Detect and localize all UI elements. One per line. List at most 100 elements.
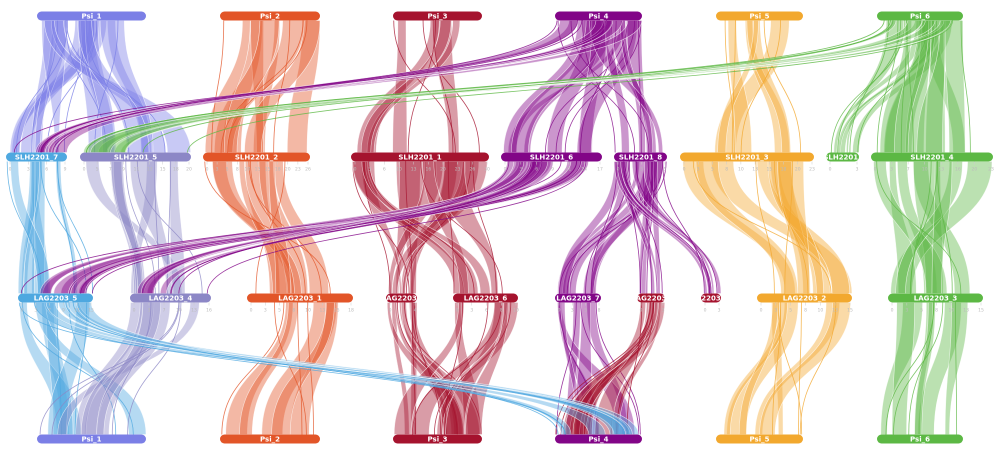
link-strand xyxy=(799,302,837,435)
synteny-link-lag6-to-psi3_bot xyxy=(393,302,519,435)
synteny-link-psi4_top-to-slh7 xyxy=(13,20,643,153)
link-strand xyxy=(274,302,307,435)
tick-label: 5 xyxy=(226,167,229,173)
link-strand xyxy=(472,161,497,294)
link-strand xyxy=(441,302,489,435)
tick-label: 23 xyxy=(809,167,815,173)
chromosome-label: SLH2201_2 xyxy=(235,154,278,162)
link-strand xyxy=(559,161,664,294)
chromosome-bar xyxy=(716,11,803,21)
chromosome-bar xyxy=(757,293,852,303)
chromosome-label: LAG2203_1 xyxy=(278,295,322,303)
chromosome-bar xyxy=(393,434,482,444)
link-strand xyxy=(433,302,512,435)
tick-label: 0 xyxy=(558,308,561,314)
ticks-lag4: 0 3 7 10 13 16 xyxy=(133,302,212,314)
link-strand xyxy=(204,161,331,294)
chromosome-label: Psi_3 xyxy=(428,13,448,21)
tick-label: 10 xyxy=(396,167,402,173)
link-strand xyxy=(178,161,510,294)
chromosome-bar xyxy=(18,293,93,303)
tick-label: 8 xyxy=(236,167,239,173)
tick-label: 30 xyxy=(484,167,490,173)
chromosome-bar xyxy=(888,293,983,303)
link-strand xyxy=(763,20,802,153)
tick-label: 3 xyxy=(34,308,37,314)
tick-label: 3 xyxy=(148,308,151,314)
link-strand xyxy=(136,161,203,294)
synteny-link-lag3-to-psi6_bot xyxy=(880,302,969,435)
link-strand xyxy=(206,161,587,294)
link-strand xyxy=(626,302,643,435)
chromosome-label: Psi_2 xyxy=(260,13,280,21)
link-strand xyxy=(56,302,62,435)
tick-label: 13 xyxy=(938,167,944,173)
tick-label: 8 xyxy=(598,308,601,314)
chromosome-label: LAG2203_3 xyxy=(914,295,958,303)
link-strand xyxy=(220,20,304,153)
link-ribbon xyxy=(44,20,191,153)
link-strand xyxy=(91,161,581,294)
chromosome-bar xyxy=(716,434,803,444)
tick-label: 3 xyxy=(718,308,721,314)
tick-label: 20 xyxy=(972,167,978,173)
ticks-slh2: 0 3 5 8 10 13 15 18 20 23 26 xyxy=(206,161,311,173)
link-strand xyxy=(566,161,667,294)
chromosome-label: SLH2201_5 xyxy=(114,154,157,162)
link-strand xyxy=(447,161,455,294)
link-strand xyxy=(393,20,456,153)
chromosome-lag2: LAG2203_2 xyxy=(757,293,852,303)
tick-label: 0 xyxy=(874,167,877,173)
tick-label: 18 xyxy=(275,167,281,173)
link-strand xyxy=(564,20,642,153)
link-ribbon xyxy=(944,20,966,153)
tick-label: 20 xyxy=(795,167,801,173)
tick-label: 6 xyxy=(45,167,48,173)
tick-label: 0 xyxy=(389,308,392,314)
link-strand xyxy=(187,20,954,153)
synteny-link-slh3-to-lag2 xyxy=(682,161,853,294)
tick-label: 14 xyxy=(581,167,587,173)
ticks-lag7: 0 3 5 8 xyxy=(558,302,601,314)
tick-label: 10 xyxy=(817,308,823,314)
tick-label: 0 xyxy=(640,308,643,314)
synteny-link-lagB-to-psi4_bot xyxy=(555,302,666,435)
tick-label: 5 xyxy=(664,167,667,173)
link-strand xyxy=(22,302,134,435)
tick-label: 26 xyxy=(305,167,311,173)
tick-label: 4 xyxy=(414,308,417,314)
link-strand xyxy=(909,161,938,294)
link-strand xyxy=(616,302,655,435)
tick-label: 9 xyxy=(122,167,125,173)
link-strand xyxy=(755,161,775,294)
tick-label: 10 xyxy=(245,167,251,173)
tick-label: 26 xyxy=(469,167,475,173)
link-strand xyxy=(556,302,577,435)
tick-label: 0 xyxy=(206,167,209,173)
tick-label: 9 xyxy=(551,167,554,173)
chromosome-bar xyxy=(871,152,993,162)
chromosome-psi3_bot: Psi_3 xyxy=(393,434,482,444)
link-strand xyxy=(56,161,94,294)
tick-label: 3 xyxy=(640,167,643,173)
link-strand xyxy=(85,20,130,153)
chromosome-label: Psi_5 xyxy=(750,13,770,21)
chromosome-label: SLH2201_4 xyxy=(910,154,953,162)
link-strand xyxy=(40,20,578,153)
chromosome-psi1_bot: Psi_1 xyxy=(37,434,146,444)
chromosome-label: SLH2201_8 xyxy=(619,154,662,162)
link-strand xyxy=(837,20,902,153)
link-strand xyxy=(960,20,971,153)
tick-label: 10 xyxy=(922,167,928,173)
chromosome-label: Psi_6 xyxy=(910,436,930,444)
chromosome-label: LAG2203_4 xyxy=(149,295,193,303)
link-strand xyxy=(557,20,636,153)
tick-label: 15 xyxy=(766,167,772,173)
chromosome-label: LAG2203_7 xyxy=(556,295,600,303)
tick-label: 13 xyxy=(411,167,417,173)
tick-label: 0 xyxy=(683,167,686,173)
link-strand xyxy=(559,302,598,435)
tick-label: 18 xyxy=(348,308,354,314)
tick-label: 7 xyxy=(163,308,166,314)
link-strand xyxy=(39,302,180,435)
